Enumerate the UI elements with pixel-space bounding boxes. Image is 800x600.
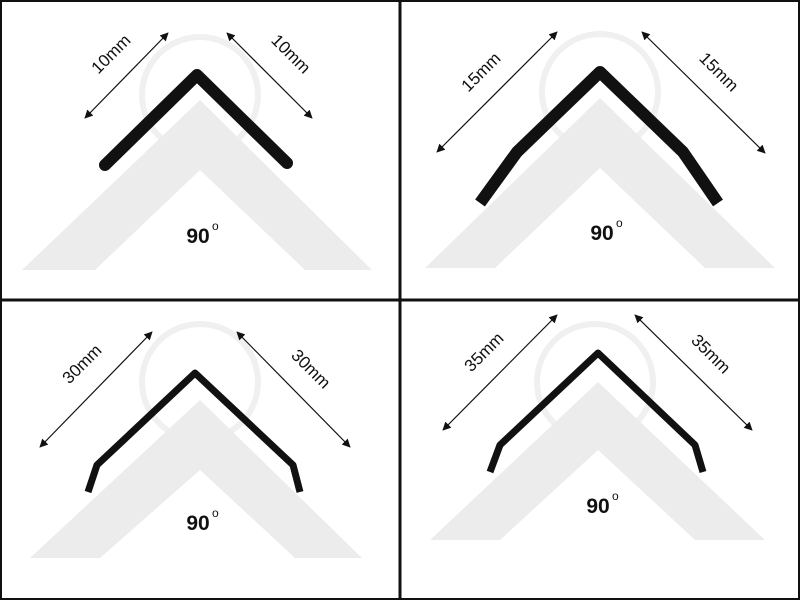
dimension-arrow xyxy=(226,32,313,119)
degree-mark: o xyxy=(612,489,619,503)
angle-label: 90 xyxy=(586,495,609,518)
watermark xyxy=(430,382,765,540)
dimension-arrow xyxy=(641,31,766,154)
angle-label: 90 xyxy=(590,222,613,245)
angle-profile xyxy=(99,69,293,171)
watermark xyxy=(22,100,372,270)
watermark xyxy=(425,98,775,268)
dimension-arrow xyxy=(442,314,558,431)
degree-mark: o xyxy=(212,219,219,233)
angle-label: 90 xyxy=(186,512,209,535)
angle-label: 90 xyxy=(186,225,209,248)
degree-mark: o xyxy=(212,506,219,520)
angle-profile xyxy=(486,349,707,474)
angle-profile xyxy=(84,369,304,494)
watermark xyxy=(30,400,362,558)
dimension-arrow xyxy=(634,314,753,431)
dimension-arrow xyxy=(39,331,153,448)
dimension-arrow xyxy=(84,32,169,119)
angle-profile xyxy=(475,66,723,207)
dimension-arrow xyxy=(236,331,351,448)
dimension-arrow xyxy=(436,31,558,153)
degree-mark: o xyxy=(616,216,623,230)
